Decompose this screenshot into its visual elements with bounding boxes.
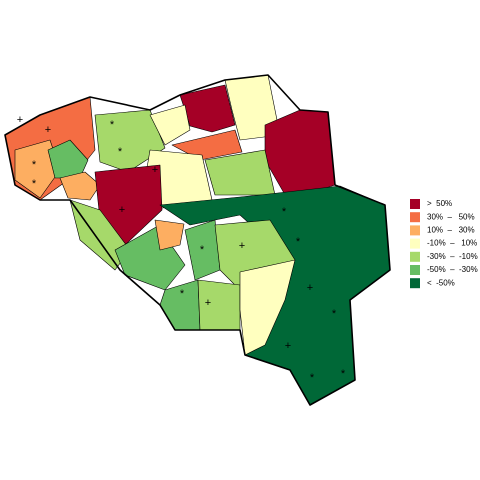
legend-swatch: [410, 278, 420, 289]
marker: +: [285, 340, 291, 352]
region: [59, 171, 101, 201]
marker: *: [296, 236, 301, 248]
region: [14, 139, 61, 199]
marker: *: [341, 368, 346, 380]
legend-label: -50% – -30%: [427, 265, 478, 274]
legend-label: -30% – -10%: [427, 252, 478, 261]
marker: +: [205, 297, 211, 309]
region: [154, 219, 185, 251]
region: [149, 104, 191, 146]
marker: +: [239, 240, 245, 252]
marker: *: [180, 288, 185, 300]
region: [47, 139, 89, 179]
marker: *: [118, 146, 123, 158]
marker: *: [332, 308, 337, 320]
legend: > 50% 30% – 50% 10% – 30% -10% – 10% -30% – …: [410, 199, 478, 289]
marker: *: [200, 244, 205, 256]
legend-swatch: [410, 199, 420, 209]
marker: *: [310, 372, 315, 384]
region: [264, 109, 336, 201]
marker: *: [282, 206, 287, 218]
marker: +: [307, 282, 313, 294]
legend-label: > 50%: [427, 199, 452, 208]
legend-swatch: [410, 212, 420, 223]
marker: +: [17, 114, 23, 126]
legend-label: 30% – 50%: [427, 212, 475, 221]
legend-label: -10% – 10%: [427, 239, 477, 248]
marker: *: [110, 119, 115, 131]
legend-label: 10% – 30%: [427, 226, 475, 235]
marker: *: [32, 178, 37, 190]
legend-swatch: [410, 265, 420, 275]
legend-swatch: [410, 238, 420, 249]
marker: +: [119, 204, 125, 216]
marker: +: [45, 124, 51, 136]
country-border: [4, 74, 391, 406]
legend-swatch: [410, 251, 420, 262]
legend-label: < -50%: [427, 278, 455, 287]
markers: + + * * * * + + * + * * * + + + * * *: [17, 114, 346, 384]
legend-swatch: [410, 225, 420, 236]
marker: +: [152, 164, 158, 176]
region: [239, 259, 296, 356]
region: [94, 109, 166, 173]
marker: *: [32, 159, 37, 171]
regions: [4, 74, 391, 406]
